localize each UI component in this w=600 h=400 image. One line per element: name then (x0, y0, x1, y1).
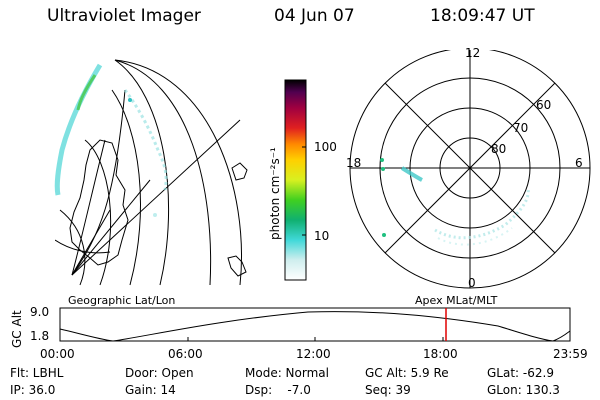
seq-info: Seq: 39 (365, 383, 411, 397)
geographic-title: Geographic Lat/Lon (68, 294, 176, 307)
continent-outline (69, 139, 129, 266)
meridian-line (71, 139, 106, 276)
latitude-arc (59, 209, 86, 286)
mlt-label-0: 0 (468, 276, 476, 290)
filter-info: Flt: LBHL (10, 366, 64, 380)
mode-info: Mode: Normal (245, 366, 329, 380)
latitude-arc (111, 89, 141, 286)
altitude-ymin: 1.8 (30, 329, 50, 343)
colorbar-label: photon cm⁻²s⁻¹ (268, 147, 282, 240)
altitude-plot (59, 307, 571, 342)
time-tick-0000: 00:00 (40, 347, 75, 361)
dsp-info: Dsp: -7.0 (245, 383, 311, 397)
time-tick-1200: 12:00 (296, 347, 331, 361)
latitude-arc (114, 59, 212, 286)
time-tick-1800: 18:00 (423, 347, 458, 361)
meridian-line (71, 89, 126, 276)
earth-limb (114, 59, 242, 286)
mlt-label-12: 12 (465, 46, 481, 60)
mlt-line-diag (384, 82, 556, 254)
latitude-arc (114, 59, 169, 286)
geographic-map (54, 59, 248, 286)
mlt-label-6: 6 (575, 156, 583, 170)
altitude-curve (59, 311, 571, 342)
colorbar-tick-100: 100 (314, 140, 337, 154)
glon-info: GLon: 130.3 (487, 383, 560, 397)
glat-info: GLat: -62.9 (487, 366, 554, 380)
lat-label-80: 80 (491, 142, 507, 156)
time-tick-0600: 06:00 (168, 347, 203, 361)
meridian-line (71, 179, 151, 276)
altitude-ymax: 9.0 (30, 305, 50, 319)
color-bar (284, 79, 307, 281)
lat-label-70: 70 (513, 121, 529, 135)
time-tick-2359: 23:59 (553, 347, 588, 361)
island-outline (227, 255, 247, 277)
colorbar-tick-10: 10 (314, 229, 330, 243)
door-info: Door: Open (125, 366, 194, 380)
island-outline (231, 162, 248, 181)
mlt-label-18: 18 (346, 156, 362, 170)
polar-plot (349, 50, 591, 289)
time-label: 18:09:47 UT (430, 6, 535, 26)
apex-title: Apex MLat/MLT (415, 294, 498, 307)
altitude-ylabel: GC Alt (10, 310, 24, 348)
instrument-title: Ultraviolet Imager (47, 6, 201, 26)
aurora-emission (54, 63, 168, 217)
latitude-arc (84, 139, 112, 286)
meridian-line (71, 119, 241, 276)
date-label: 04 Jun 07 (274, 6, 355, 26)
gain-info: Gain: 14 (125, 383, 176, 397)
aurora-oval-emission (380, 158, 530, 246)
ip-info: IP: 36.0 (10, 383, 56, 397)
lat-label-60: 60 (536, 98, 552, 112)
gc-alt-info: GC Alt: 5.9 Re (365, 366, 449, 380)
